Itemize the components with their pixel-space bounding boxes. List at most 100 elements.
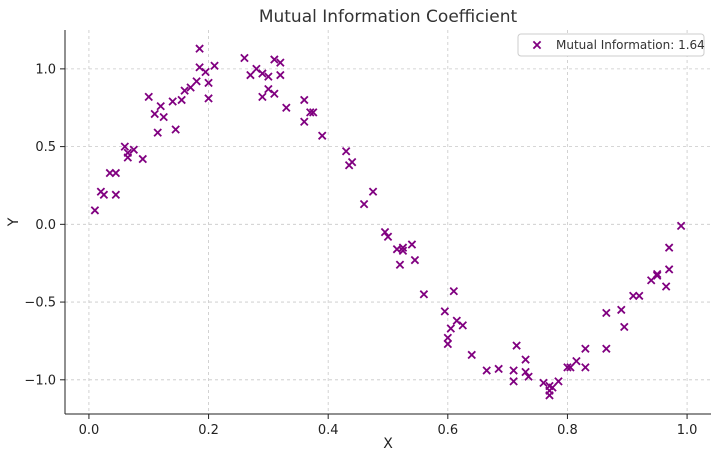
y-tick-label: 1.0: [35, 62, 56, 77]
axes-layer: 0.0 0.2 0.4 0.6 0.8 1.0 −1.0 −0.5 0.0 0.5 1.0: [24, 30, 711, 438]
x-tick-label: 0.8: [557, 423, 578, 438]
data-point: [150, 109, 159, 119]
y-tick-label: 0.0: [35, 218, 56, 233]
legend-box: [517, 33, 705, 57]
data-point: [676, 221, 686, 231]
legend-marker-x: [532, 40, 542, 50]
data-point: [264, 72, 273, 81]
data-point: [652, 269, 662, 279]
data-point: [123, 148, 133, 158]
data-point: [398, 243, 408, 252]
data-point: [410, 255, 420, 265]
data-point: [554, 377, 563, 386]
data-point: [458, 321, 468, 330]
data-point: [111, 190, 121, 200]
data-point: [617, 305, 626, 315]
data-point: [210, 61, 219, 70]
data-point: [186, 83, 195, 92]
x-tick-label: 1.0: [677, 423, 698, 438]
data-point: [467, 350, 476, 360]
data-point: [144, 92, 153, 102]
data-point: [204, 78, 213, 88]
data-point: [443, 339, 453, 349]
data-point: [347, 157, 357, 167]
data-point: [452, 316, 462, 325]
data-point: [341, 147, 351, 156]
data-point: [306, 108, 315, 117]
data-point: [276, 70, 285, 80]
data-point: [407, 240, 417, 249]
data-point: [482, 366, 491, 375]
data-point: [661, 282, 671, 291]
data-point: [563, 363, 572, 372]
data-point: [664, 265, 674, 274]
data-point: [634, 291, 644, 301]
chart-title: Mutual Information Coefficient: [259, 7, 518, 27]
y-axis-label: Y: [6, 217, 22, 227]
data-point: [572, 356, 581, 366]
data-point: [494, 364, 503, 374]
x-axis-label: X: [383, 436, 393, 452]
y-tick-label: −0.5: [24, 296, 56, 311]
data-point: [99, 190, 109, 200]
x-tick-label: 0.0: [79, 423, 100, 438]
data-point: [566, 363, 575, 372]
data-point: [168, 97, 177, 106]
data-point: [449, 286, 459, 296]
x-tick-label: 0.4: [318, 423, 339, 438]
data-point: [120, 142, 130, 151]
data-point: [129, 145, 139, 154]
data-point: [664, 243, 674, 252]
data-point: [300, 95, 309, 105]
data-point: [264, 84, 273, 94]
data-point: [581, 344, 590, 353]
data-point: [395, 260, 405, 269]
data-point: [521, 355, 530, 364]
data-point: [156, 101, 165, 111]
data-point: [443, 333, 453, 343]
data-point: [246, 70, 255, 80]
data-point: [398, 246, 408, 255]
data-point: [620, 322, 629, 332]
data-point: [240, 53, 249, 63]
data-point: [317, 131, 327, 140]
data-point: [509, 377, 518, 386]
data-point: [380, 227, 390, 237]
data-point: [153, 128, 162, 137]
data-point: [646, 276, 656, 285]
data-point: [392, 244, 402, 254]
x-tick-label: 0.6: [437, 423, 458, 438]
data-point: [258, 69, 267, 78]
data-point: [276, 58, 285, 67]
data-point: [419, 290, 429, 299]
data-point: [359, 199, 369, 209]
data-point: [308, 108, 318, 117]
x-tick-label: 0.2: [198, 423, 219, 438]
data-point: [111, 168, 121, 178]
legend: Mutual Information: 1.64: [517, 33, 705, 57]
data-point: [201, 67, 210, 77]
data-point: [159, 112, 168, 122]
data-point: [524, 372, 533, 381]
data-point: [180, 86, 189, 95]
data-point: [171, 125, 180, 134]
data-point: [192, 77, 201, 86]
data-point: [581, 363, 590, 372]
grid-layer: [65, 30, 711, 414]
data-point: [446, 324, 456, 333]
data-point: [252, 64, 261, 74]
data-point: [539, 378, 548, 388]
data-point: [368, 187, 378, 196]
data-point: [204, 94, 213, 103]
data-point: [545, 391, 554, 400]
data-point: [509, 366, 518, 375]
data-point: [270, 89, 279, 98]
data-point: [300, 117, 309, 126]
y-tick-label: −1.0: [24, 373, 56, 388]
data-point: [602, 308, 611, 318]
data-point: [652, 271, 662, 280]
data-point: [195, 44, 204, 53]
data-point: [440, 307, 450, 316]
